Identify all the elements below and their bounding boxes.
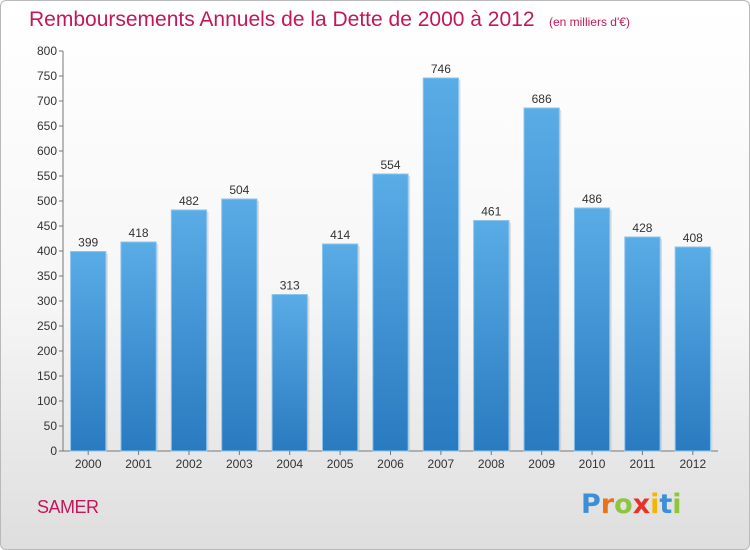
bar-2012 [674,246,711,452]
x-tick-label-2011: 2011 [630,457,656,471]
commune-name: SAMER [37,497,99,517]
bar-2002 [170,209,208,452]
data-label-2000: 399 [78,236,98,250]
data-label-2005: 414 [330,228,350,242]
y-tick-label: 250 [37,319,57,333]
x-tick-label-2007: 2007 [428,457,455,471]
y-tick-label: 300 [37,294,57,308]
data-label-2004: 313 [280,279,300,293]
y-tick-label: 400 [37,244,57,258]
y-tick-label: 650 [37,119,57,133]
data-label-2010: 486 [582,192,602,206]
x-tick-label-2005: 2005 [327,457,354,471]
bar-2000 [70,251,107,452]
y-tick-label: 700 [37,94,57,108]
y-tick-label: 800 [37,44,57,58]
data-label-2001: 418 [129,226,149,240]
y-tick-label: 0 [50,444,57,458]
data-label-2011: 428 [632,221,652,235]
x-tick-label-2006: 2006 [377,457,404,471]
data-label-2006: 554 [380,158,400,172]
x-tick-label-2002: 2002 [176,457,203,471]
bar-2011 [624,236,661,452]
bar-2007 [422,77,460,452]
y-tick-label: 500 [37,194,57,208]
data-label-2002: 482 [179,194,199,208]
chart-title: Remboursements Annuels de la Dette de 20… [29,8,535,31]
data-label-2008: 461 [481,205,501,219]
x-tick-label-2001: 2001 [125,457,152,471]
bar-2010 [573,207,611,452]
x-tick-label-2003: 2003 [226,457,253,471]
proxiti-logo: Proxiti [581,489,682,520]
chart-title-row: Remboursements Annuels de la Dette de 20… [29,8,630,32]
logo-letter: P [581,489,601,520]
data-label-2003: 504 [229,183,249,197]
logo-letter: i [672,489,682,520]
bar-2001 [120,241,157,452]
x-tick-label-2012: 2012 [679,457,706,471]
x-tick-label-2004: 2004 [276,457,303,471]
bar-2005 [321,243,359,452]
y-tick-label: 150 [37,369,57,383]
x-tick-label-2009: 2009 [528,457,555,471]
logo-letter: r [600,489,615,520]
chart-subtitle: (en milliers d'€) [548,15,630,29]
x-tick-label-2010: 2010 [579,457,606,471]
bar-2003 [221,198,258,452]
x-tick-label-2000: 2000 [75,457,102,471]
bar-2006 [372,173,409,452]
y-tick-label: 50 [44,419,58,433]
data-label-2009: 686 [532,92,552,106]
bar-2009 [523,107,560,452]
logo-letter: i [650,489,660,520]
x-tick-label-2008: 2008 [478,457,505,471]
y-tick-label: 100 [37,394,57,408]
bar-2004 [271,294,308,452]
y-tick-label: 750 [37,69,57,83]
y-tick-label: 200 [37,344,57,358]
y-tick-label: 350 [37,269,57,283]
logo-letter: o [614,489,633,520]
y-tick-label: 450 [37,219,57,233]
logo-letter: x [632,489,651,520]
data-label-2007: 746 [431,62,451,76]
data-label-2012: 408 [683,231,703,245]
bar-2008 [473,220,510,452]
y-tick-label: 600 [37,144,57,158]
logo-letter: t [659,489,673,520]
y-tick-label: 550 [37,169,57,183]
